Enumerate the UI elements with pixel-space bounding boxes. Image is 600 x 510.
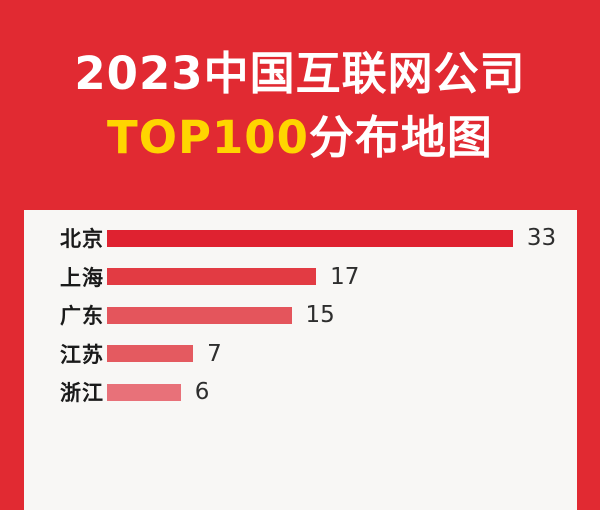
category-label: 江苏 — [60, 342, 104, 367]
chart-row: 广东 15 — [24, 296, 577, 335]
category-label: 北京 — [60, 227, 104, 252]
bar — [107, 345, 194, 363]
bar — [107, 268, 317, 286]
bar-chart: 北京 33 上海 17 广东 15 江苏 7 浙江 6 — [24, 219, 577, 412]
chart-row: 北京 33 — [24, 219, 577, 258]
chart-row: 浙江 6 — [24, 373, 577, 412]
value-label: 15 — [305, 302, 335, 329]
title-highlight-top100: TOP100 — [107, 111, 309, 164]
title-line-1: 2023中国互联网公司 — [74, 47, 526, 100]
chart-card: 北京 33 上海 17 广东 15 江苏 7 浙江 6 — [24, 210, 577, 510]
chart-row: 江苏 7 — [24, 335, 577, 374]
category-label: 上海 — [60, 265, 104, 290]
bar — [107, 306, 292, 324]
value-label: 17 — [330, 263, 360, 290]
infographic-title: 2023中国互联网公司 TOP100分布地图 — [0, 0, 600, 170]
bar — [107, 229, 513, 247]
title-line-2-rest: 分布地图 — [308, 111, 493, 164]
chart-row: 上海 17 — [24, 258, 577, 297]
category-label: 浙江 — [60, 381, 104, 406]
value-label: 6 — [194, 379, 210, 406]
category-label: 广东 — [60, 304, 104, 329]
value-label: 33 — [526, 225, 557, 252]
value-label: 7 — [207, 340, 222, 367]
title-line-2: TOP100分布地图 — [0, 106, 600, 170]
bar — [107, 383, 181, 401]
